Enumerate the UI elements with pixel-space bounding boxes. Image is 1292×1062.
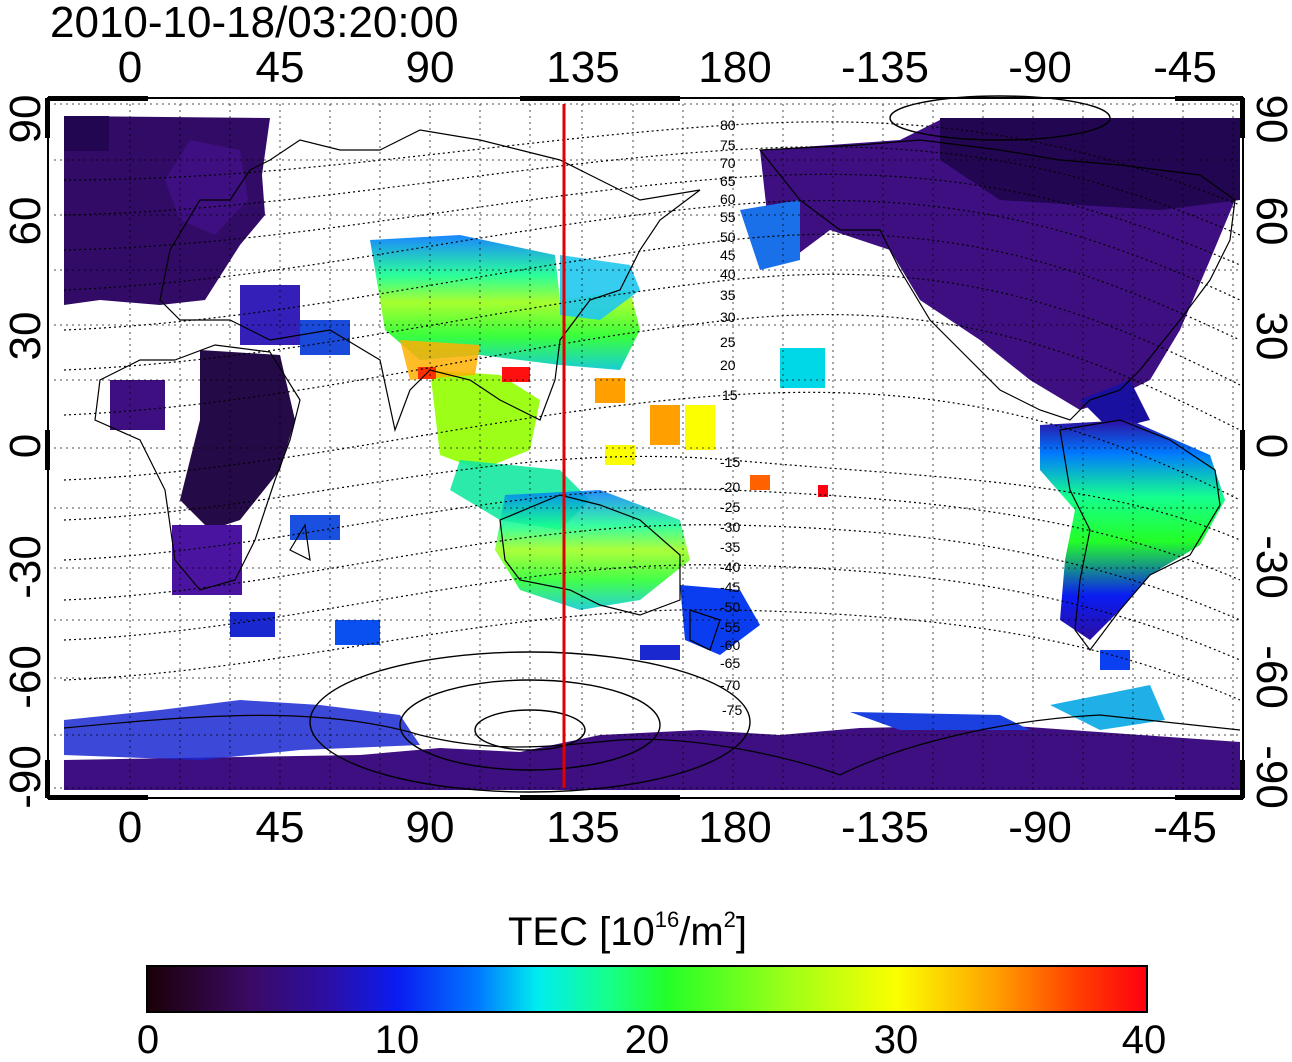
contour-label: 55 [720,209,736,225]
contour-label: -45 [720,579,740,595]
contour-label: 75 [720,137,736,153]
contour-label: 65 [720,173,736,189]
contour-label: 30 [720,309,736,325]
contour-label: 50 [720,229,736,245]
map-title: 2010-10-18/03:20:00 [50,0,459,47]
top-lon-tick: 0 [117,43,143,92]
contour-label: 15 [722,387,738,403]
contour-label: -35 [720,539,740,555]
tec-data [64,116,1240,790]
contour-label: -60 [720,637,740,653]
bottom-lon-tick: 0 [117,803,143,852]
top-lon-tick: 135 [546,43,620,92]
colorbar-tick: 10 [374,1018,420,1062]
contour-label: -40 [720,559,740,575]
colorbar-tick: 40 [1121,1018,1167,1062]
colorbar [146,965,1148,1013]
colorbar-title-close: ] [735,910,748,954]
contour-label: -75 [722,702,742,718]
top-lon-tick: 45 [255,43,305,92]
top-lon-tick: 90 [405,43,455,92]
colorbar-tick: 20 [624,1018,670,1062]
contour-labels: 80 75 70 65 60 55 50 45 40 35 30 25 20 1… [720,117,742,718]
contour-label: 25 [720,334,736,350]
map-border-ticks [45,96,1245,800]
contour-lines [63,121,1241,701]
contour-label: -70 [720,677,740,693]
contour-label: 60 [720,191,736,207]
contour-label: -65 [720,655,740,671]
contour-label: -15 [720,454,740,470]
contour-label: 20 [720,357,736,373]
contour-label: -30 [720,519,740,535]
contour-label: -55 [720,619,740,635]
top-lon-tick: 180 [698,43,772,92]
colorbar-title-text: TEC [10 [508,910,655,954]
bottom-lon-tick: 90 [405,803,455,852]
contour-label: 35 [720,287,736,303]
top-lon-tick: -135 [840,43,930,92]
top-lon-tick: -45 [1153,43,1217,92]
bottom-lon-tick: 180 [698,803,772,852]
colorbar-title-exponent: 16 [654,907,680,932]
colorbar-title-unit: /m [679,910,724,954]
colorbar-title-unit-exponent: 2 [723,907,736,932]
colorbar-tick: 0 [136,1018,160,1062]
contour-label: -20 [720,479,740,495]
contour-label: -50 [720,599,740,615]
colorbar-title: TEC [1016/m2] [508,908,747,956]
top-lon-tick: -90 [1008,43,1072,92]
coastlines [63,129,1241,776]
contour-label: -25 [720,499,740,515]
colorbar-tick: 30 [873,1018,919,1062]
contour-label: 70 [720,155,736,171]
bottom-lon-tick: -135 [840,803,930,852]
contour-label: 80 [720,117,736,133]
bottom-lon-tick: 135 [546,803,620,852]
contour-label: 40 [720,266,736,282]
bottom-lon-tick: -45 [1153,803,1217,852]
contour-label: 45 [720,247,736,263]
tec-map: 80 75 70 65 60 55 50 45 40 35 30 25 20 1… [45,95,1245,800]
bottom-lon-tick: -90 [1008,803,1072,852]
bottom-lon-tick: 45 [255,803,305,852]
